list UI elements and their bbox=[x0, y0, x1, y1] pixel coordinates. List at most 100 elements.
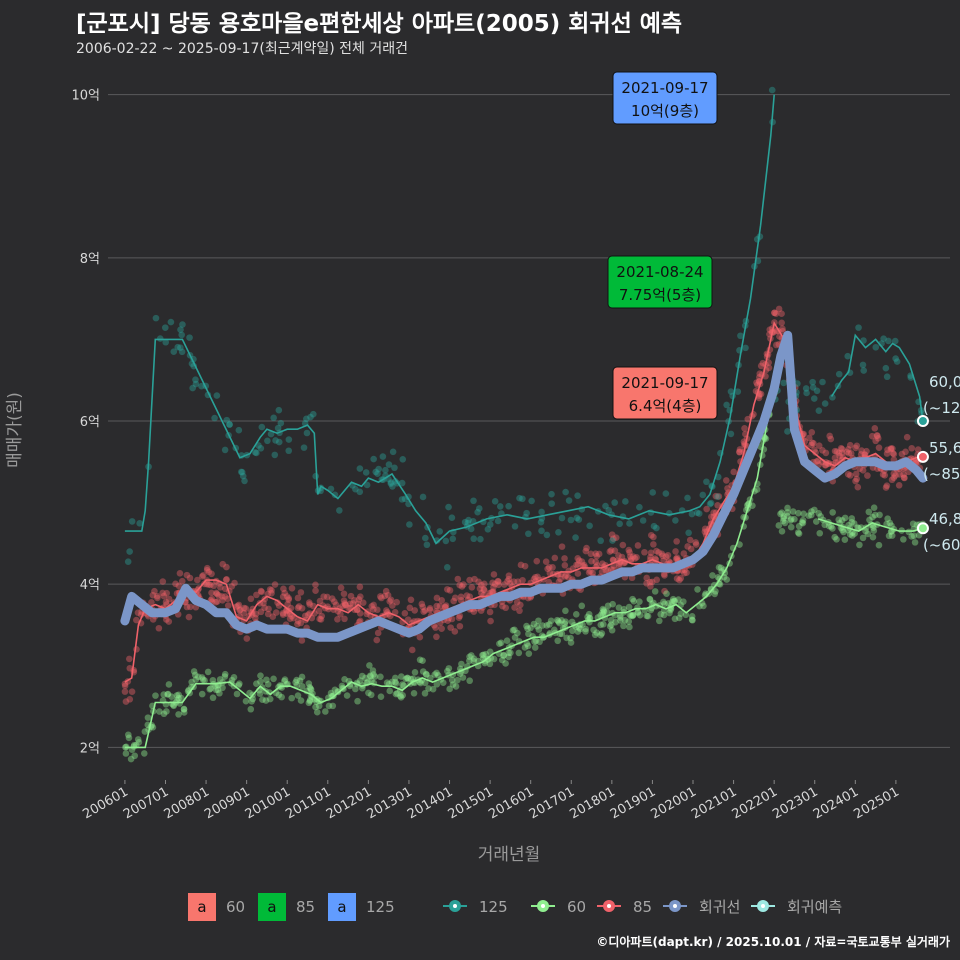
scatter-point bbox=[805, 434, 813, 442]
scatter-point bbox=[608, 531, 616, 538]
scatter-point bbox=[826, 432, 833, 440]
scatter-point bbox=[625, 603, 633, 611]
scatter-point bbox=[292, 679, 299, 686]
scatter-point bbox=[257, 672, 264, 679]
scatter-point bbox=[602, 567, 610, 574]
scatter-point bbox=[199, 676, 207, 683]
scatter-point bbox=[170, 701, 177, 709]
scatter-point bbox=[549, 564, 556, 571]
scatter-point bbox=[885, 337, 892, 345]
scatter-point bbox=[730, 468, 738, 476]
scatter-point bbox=[505, 649, 513, 657]
scatter-point bbox=[384, 591, 392, 599]
scatter-point bbox=[795, 509, 802, 517]
scatter-point bbox=[294, 620, 301, 628]
scatter-point bbox=[861, 451, 868, 458]
scatter-point bbox=[275, 406, 283, 414]
scatter-point bbox=[712, 587, 719, 595]
scatter-point bbox=[777, 510, 784, 518]
scatter-point bbox=[392, 690, 400, 698]
scatter-point bbox=[817, 513, 825, 520]
scatter-point bbox=[629, 595, 636, 603]
scatter-point bbox=[548, 490, 555, 498]
scatter-point bbox=[354, 697, 361, 705]
scatter-point bbox=[278, 693, 285, 701]
scatter-point bbox=[535, 626, 543, 633]
scatter-point bbox=[475, 578, 482, 586]
scatter-point bbox=[203, 564, 211, 572]
scatter-point bbox=[525, 650, 533, 657]
scatter-point bbox=[160, 592, 168, 600]
scatter-point bbox=[615, 552, 622, 559]
scatter-point bbox=[342, 601, 350, 609]
scatter-point bbox=[159, 578, 167, 585]
scatter-point bbox=[280, 585, 287, 593]
scatter-point bbox=[306, 684, 314, 691]
scatter-point bbox=[446, 587, 454, 594]
scatter-point bbox=[164, 691, 171, 698]
scatter-point bbox=[124, 558, 132, 565]
scatter-point bbox=[325, 702, 333, 710]
scatter-point bbox=[164, 690, 172, 698]
scatter-point bbox=[274, 599, 281, 606]
forecast-area-label: (~60㎡) bbox=[923, 536, 960, 554]
scatter-point bbox=[749, 502, 756, 509]
scatter-point bbox=[495, 578, 502, 585]
scatter-point bbox=[156, 708, 163, 715]
scatter-point bbox=[554, 616, 561, 624]
scatter-point bbox=[707, 585, 715, 593]
scatter-point bbox=[815, 442, 823, 450]
scatter-point bbox=[256, 690, 264, 698]
scatter-point bbox=[558, 543, 566, 550]
scatter-point bbox=[195, 673, 202, 681]
scatter-point bbox=[432, 624, 439, 631]
scatter-point bbox=[445, 503, 452, 511]
scatter-point bbox=[531, 644, 539, 651]
scatter-point bbox=[693, 509, 701, 517]
scatter-point bbox=[584, 613, 591, 621]
scatter-point bbox=[567, 516, 575, 524]
x-tick-label: 201001 bbox=[243, 784, 293, 822]
scatter-point bbox=[128, 688, 136, 695]
scatter-point bbox=[306, 601, 313, 608]
scatter-point bbox=[489, 588, 497, 595]
scatter-point bbox=[207, 581, 214, 589]
scatter-point bbox=[285, 436, 293, 443]
scatter-point bbox=[538, 527, 545, 535]
scatter-point bbox=[144, 714, 152, 721]
scatter-point bbox=[599, 609, 606, 617]
scatter-point bbox=[890, 470, 898, 477]
scatter-point bbox=[888, 522, 895, 530]
scatter-point bbox=[468, 583, 476, 591]
scatter-point bbox=[377, 693, 385, 700]
scatter-point bbox=[447, 624, 454, 631]
scatter-point bbox=[236, 607, 243, 614]
scatter-point bbox=[242, 605, 250, 612]
scatter-point bbox=[236, 606, 244, 614]
scatter-point bbox=[503, 637, 511, 644]
scatter-point bbox=[646, 595, 654, 603]
scatter-point bbox=[385, 461, 393, 468]
scatter-point bbox=[388, 678, 396, 686]
scatter-point bbox=[784, 428, 791, 435]
scatter-point bbox=[757, 362, 765, 370]
scatter-point bbox=[556, 619, 563, 627]
scatter-point bbox=[121, 688, 129, 695]
scatter-point bbox=[630, 597, 638, 605]
scatter-point bbox=[305, 599, 313, 606]
scatter-point bbox=[160, 691, 168, 698]
scatter-point bbox=[546, 569, 554, 577]
scatter-point bbox=[611, 499, 618, 506]
scatter-point bbox=[852, 470, 860, 478]
scatter-point bbox=[576, 625, 584, 633]
scatter-point bbox=[687, 545, 695, 553]
scatter-point bbox=[863, 447, 870, 455]
scatter-point bbox=[122, 698, 130, 705]
scatter-point bbox=[816, 529, 824, 537]
scatter-point bbox=[835, 449, 843, 457]
scatter-point bbox=[837, 444, 845, 452]
scatter-point bbox=[864, 472, 871, 479]
scatter-point bbox=[692, 541, 700, 548]
scatter-point bbox=[590, 626, 597, 634]
scatter-point bbox=[734, 388, 742, 395]
